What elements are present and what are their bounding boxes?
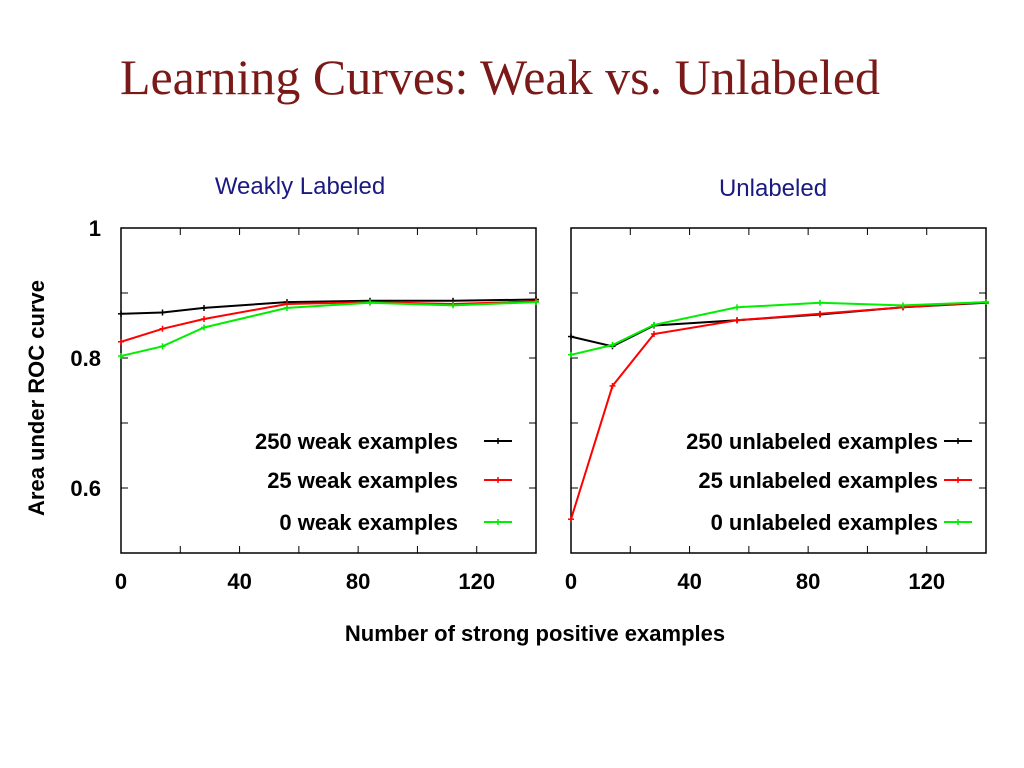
legend-label: 250 weak examples [255,429,458,454]
series-line [120,298,537,315]
series-line [570,301,987,356]
legend-label: 0 weak examples [279,510,458,535]
x-tick-label: 120 [458,569,495,594]
plot-frame [570,227,987,554]
panel-title: Unlabeled [719,175,827,202]
y-tick-label: 0.6 [70,476,101,501]
series-line [570,301,987,348]
y-tick-label: 1 [89,216,101,241]
y-axis-label: Area under ROC curve [24,280,49,516]
x-tick-label: 0 [115,569,127,594]
plot-frame [120,227,537,554]
x-tick-label: 40 [677,569,701,594]
legend-label: 0 unlabeled examples [711,510,938,535]
panel-title: Weakly Labeled [215,173,385,200]
legend-label: 25 weak examples [267,468,458,493]
legend-label: 250 unlabeled examples [686,429,938,454]
series-line [120,300,537,343]
slide-title: Learning Curves: Weak vs. Unlabeled [119,49,881,105]
x-axis-label: Number of strong positive examples [345,621,725,646]
x-tick-label: 120 [908,569,945,594]
y-tick-label: 0.8 [70,346,101,371]
legend-label: 25 unlabeled examples [698,468,938,493]
x-tick-label: 80 [346,569,370,594]
x-tick-label: 40 [227,569,251,594]
x-tick-label: 80 [796,569,820,594]
x-tick-label: 0 [565,569,577,594]
